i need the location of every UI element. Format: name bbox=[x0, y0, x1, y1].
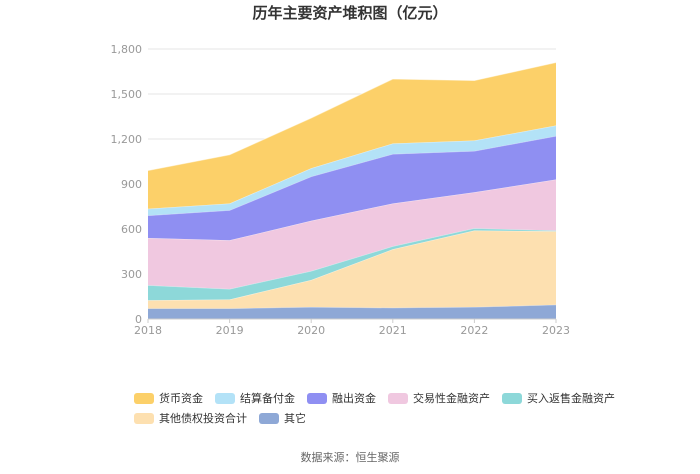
area-series-group bbox=[147, 62, 557, 319]
y-tick-label: 900 bbox=[121, 178, 142, 191]
legend-label: 货币资金 bbox=[159, 391, 203, 405]
legend-swatch bbox=[388, 393, 408, 404]
y-tick-label: 1,500 bbox=[111, 88, 143, 101]
legend-swatch bbox=[134, 413, 154, 424]
y-tick-label: 0 bbox=[135, 313, 142, 326]
y-tick-label: 1,800 bbox=[111, 43, 143, 56]
y-tick-label: 300 bbox=[121, 268, 142, 281]
x-tick-label: 2018 bbox=[134, 324, 162, 337]
area-其他债权投资合计 bbox=[148, 230, 556, 309]
area-结算备付金 bbox=[148, 125, 556, 216]
legend-swatch bbox=[259, 413, 279, 424]
area-edge-货币资金 bbox=[147, 62, 557, 171]
legend-swatch bbox=[307, 393, 327, 404]
area-交易性金融资产 bbox=[148, 179, 556, 289]
legend-label: 其它 bbox=[284, 411, 306, 425]
y-tick-label: 1,200 bbox=[111, 133, 143, 146]
x-tick-label: 2021 bbox=[379, 324, 407, 337]
x-tick-label: 2020 bbox=[297, 324, 325, 337]
axes: 0 300 600 900 1,200 1,500 1,800 2018 2019 2020 202… bbox=[111, 43, 571, 337]
legend-swatch bbox=[215, 393, 235, 404]
legend-label: 结算备付金 bbox=[240, 391, 295, 405]
legend-label: 交易性金融资产 bbox=[413, 391, 490, 405]
x-tick-label: 2022 bbox=[460, 324, 488, 337]
legend-swatch bbox=[502, 393, 522, 404]
chart-title: 历年主要资产堆积图（亿元） bbox=[252, 4, 447, 22]
legend-label: 买入返售金融资产 bbox=[527, 391, 615, 405]
data-source-note: 数据来源：恒生聚源 bbox=[301, 450, 400, 464]
area-融出资金 bbox=[148, 136, 556, 241]
x-tick-label: 2019 bbox=[216, 324, 244, 337]
legend-label: 融出资金 bbox=[332, 391, 376, 405]
legend-swatch bbox=[134, 393, 154, 404]
y-tick-label: 600 bbox=[121, 223, 142, 236]
x-tick-label: 2023 bbox=[542, 324, 570, 337]
area-买入返售金融资产 bbox=[148, 228, 556, 301]
area-货币资金 bbox=[148, 62, 556, 209]
legend-label: 其他债权投资合计 bbox=[159, 411, 247, 425]
